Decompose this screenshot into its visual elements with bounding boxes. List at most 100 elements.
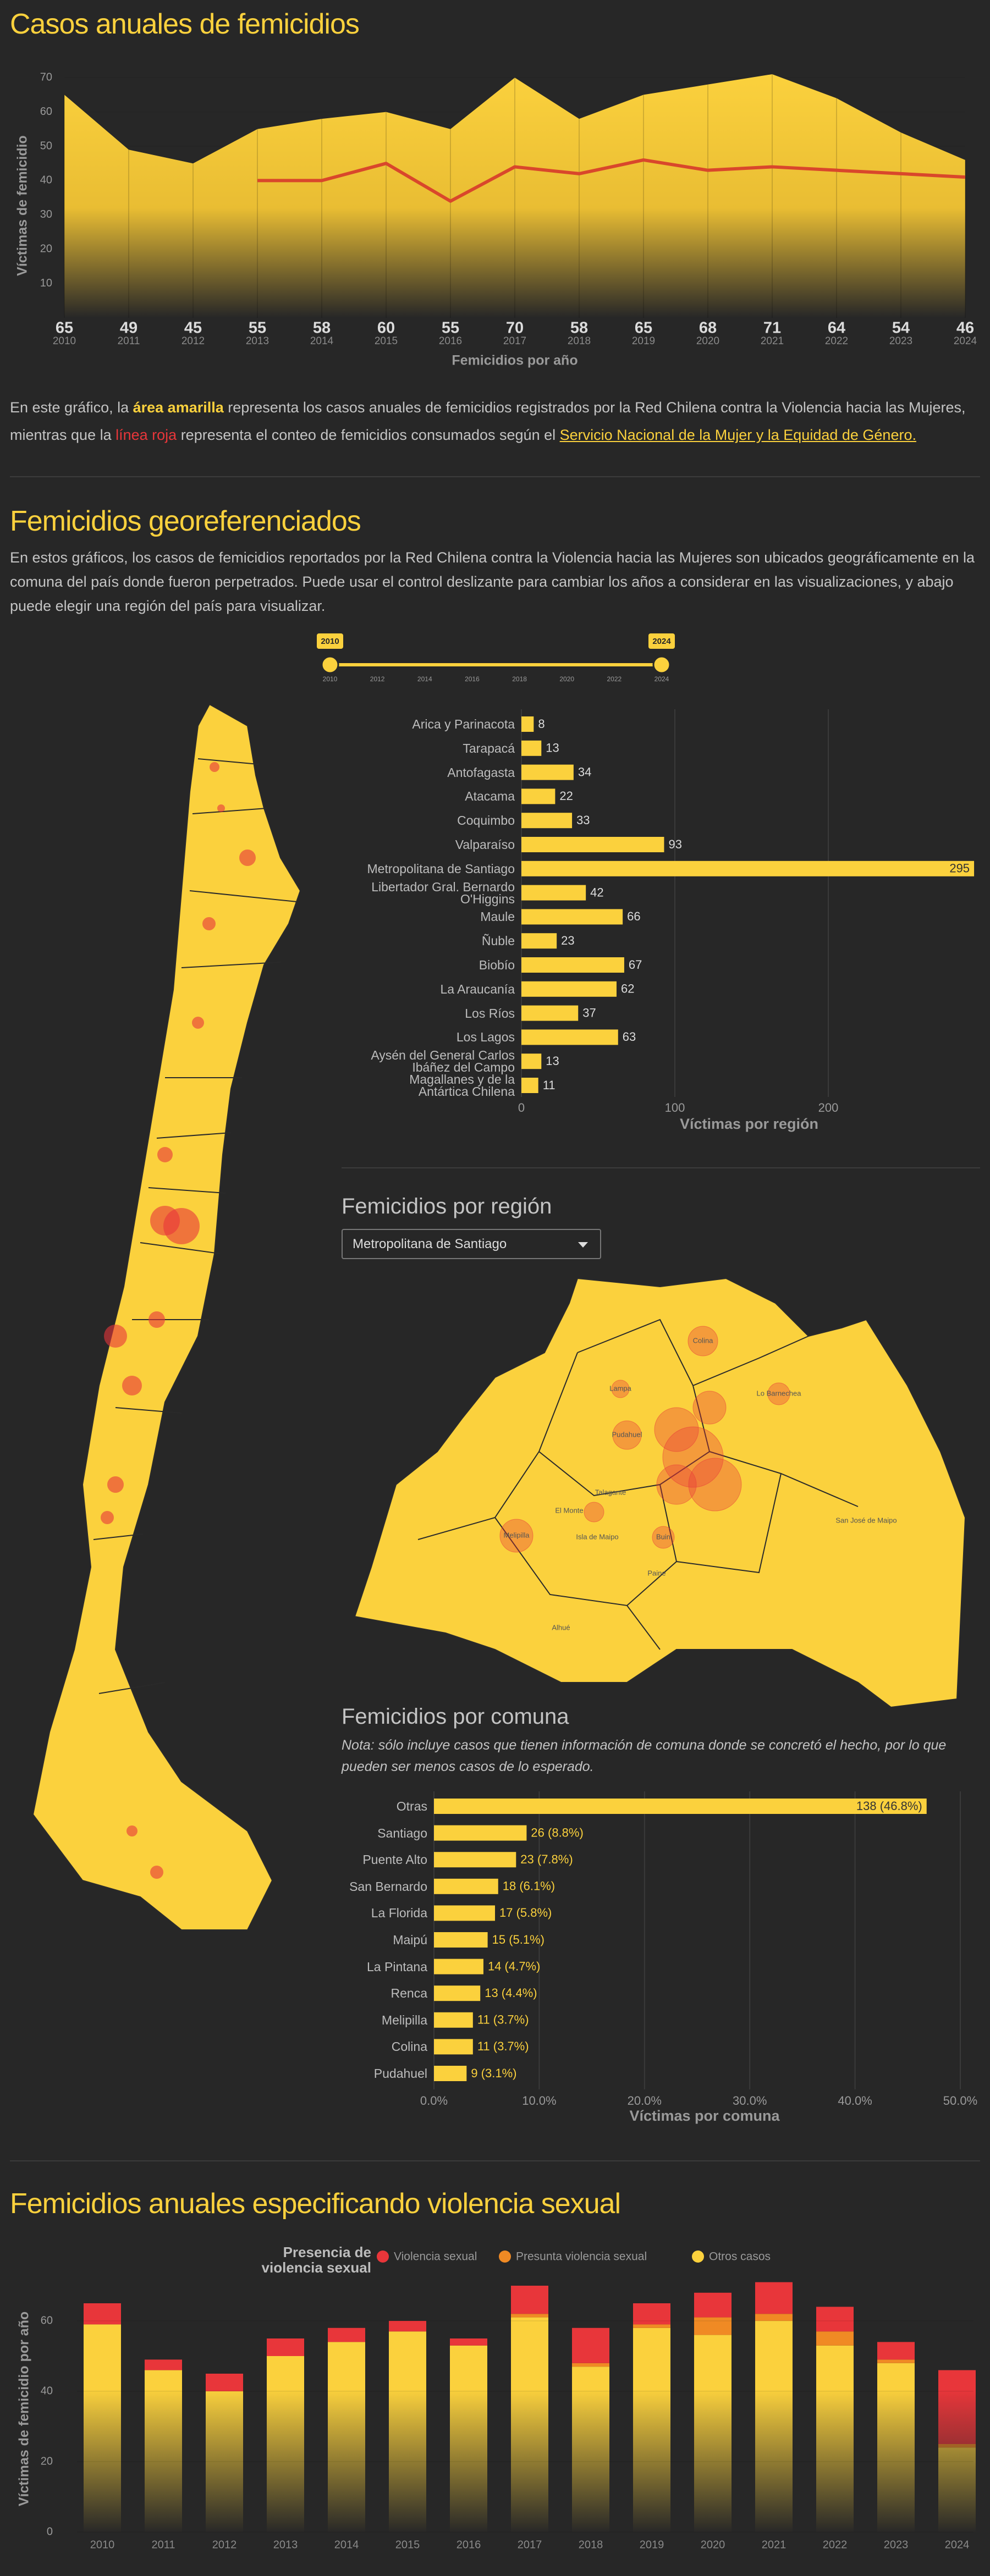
slider-tick-label: 2018 [512, 675, 527, 683]
value-label: 8 [538, 717, 544, 731]
value-label: 42 [590, 885, 603, 899]
value-label: 11 (3.7%) [477, 2013, 529, 2027]
y-tick-label: Atacama [465, 789, 515, 804]
slider-tick-label: 2016 [465, 675, 480, 683]
value-label: 18 (6.1%) [503, 1879, 555, 1893]
y-tick-label: 30 [40, 208, 52, 220]
map-label: Lampa [609, 1384, 632, 1392]
x-tick-label: 200 [818, 1101, 839, 1115]
map-label: Pudahuel [612, 1430, 642, 1438]
bar [434, 1959, 483, 1974]
chile-map [32, 703, 301, 1930]
x-tick-label: 2021 [761, 335, 784, 347]
y-tick-label: Puente Alto [362, 1852, 427, 1867]
slider-value-box [317, 633, 343, 649]
value-label: 15 (5.1%) [492, 1933, 544, 1946]
bar [434, 1852, 516, 1868]
y-tick-label: 20 [41, 2455, 53, 2467]
bar-segment [816, 2307, 854, 2332]
x-tick-label: 2020 [701, 2539, 725, 2551]
value-label: 62 [621, 982, 634, 996]
y-tick-label: Melipilla [381, 2012, 427, 2027]
x-tick-label: 2016 [439, 335, 462, 347]
bar-segment [511, 2286, 548, 2314]
y-tick-label: 20 [40, 242, 52, 255]
section-title: Femicidios por región [342, 1194, 552, 1218]
bar-segment [633, 2324, 670, 2328]
x-tick-label: 2023 [884, 2539, 909, 2551]
x-tick-label: 2022 [823, 2539, 848, 2551]
bar-segment [328, 2327, 365, 2342]
bar [521, 885, 586, 901]
y-tick-label: Maipú [393, 1932, 427, 1947]
x-tick-label: 2013 [246, 335, 269, 347]
value-label: 54 [892, 319, 910, 337]
y-tick-label: 0 [47, 2525, 53, 2538]
legend-title: Presencia de violencia sexual [261, 2244, 371, 2276]
value-label: 9 (3.1%) [471, 2066, 516, 2080]
y-tick-label: 60 [40, 106, 52, 118]
text: En este gráfico, la [10, 399, 133, 416]
y-axis-label: Víctimas de femicidio por año [16, 2312, 32, 2506]
x-tick-label: 2020 [696, 335, 719, 347]
bar [434, 1799, 927, 1814]
bar-segment [511, 2314, 548, 2318]
bar-segment [633, 2303, 670, 2325]
bar-segment [572, 2363, 609, 2367]
y-tick-label: Arica y Parinacota [412, 716, 515, 731]
bar-segment [694, 2292, 732, 2318]
x-tick-label: 0 [518, 1101, 525, 1115]
bar-segment [816, 2331, 854, 2346]
bar-segment [877, 2342, 915, 2360]
slider-tick-label: 2014 [417, 675, 432, 683]
x-tick-label: 2022 [825, 335, 848, 347]
slider-value: 2024 [652, 637, 671, 646]
bar [521, 716, 534, 732]
y-tick-label: Colina [391, 2039, 427, 2054]
slider-value: 2010 [321, 637, 339, 646]
bar-segment [694, 2317, 732, 2335]
region-select[interactable]: Metropolitana de Santiago [342, 1229, 601, 1259]
value-label: 66 [627, 909, 640, 923]
value-label: 13 [546, 741, 559, 755]
bar [521, 957, 624, 973]
slider-tick-label: 2024 [654, 675, 669, 683]
x-tick-label: 2012 [182, 335, 205, 347]
value-label: 17 (5.8%) [499, 1906, 552, 1919]
legend-swatch [692, 2250, 704, 2263]
slider-tick-label: 2012 [370, 675, 385, 683]
y-tick-label: Antofagasta [447, 765, 515, 780]
x-tick-label: 2013 [273, 2539, 298, 2551]
bar [434, 1878, 498, 1894]
x-axis-label: Femicidios por año [452, 353, 578, 368]
y-tick-label: San Bernardo [349, 1879, 427, 1894]
fade [66, 2389, 985, 2533]
y-tick-label: Otras [396, 1799, 427, 1813]
value-label: 13 [546, 1054, 559, 1068]
slider-handle[interactable] [321, 655, 339, 674]
x-tick-label: 100 [665, 1101, 685, 1115]
y-tick-label: Biobío [479, 957, 515, 972]
value-label: 45 [184, 319, 202, 337]
y-tick-label: Metropolitana de Santiago [367, 861, 515, 876]
link[interactable]: Servicio Nacional de la Mujer y la Equid… [559, 427, 916, 443]
bar [521, 813, 573, 829]
intro-text: En este gráfico, la área amarilla repres… [10, 394, 978, 449]
x-tick-label: 40.0% [838, 2094, 872, 2108]
bar [434, 1985, 481, 2001]
area [64, 74, 965, 318]
x-tick-label: 2014 [334, 2539, 359, 2551]
y-tick-label: Los Lagos [456, 1030, 515, 1045]
map-label: Paine [647, 1569, 666, 1577]
y-tick-label: Valparaíso [455, 837, 515, 852]
x-tick-label: 2023 [889, 335, 912, 347]
x-tick-label: 2011 [151, 2539, 175, 2551]
bar [521, 933, 557, 949]
y-tick-label: La Araucanía [440, 981, 515, 996]
bar-segment [755, 2282, 793, 2314]
map-label: Lo Barnechea [757, 1389, 802, 1397]
value-label: 34 [578, 765, 591, 779]
slider-handle[interactable] [652, 655, 671, 674]
x-tick-label: 20.0% [628, 2094, 662, 2108]
map-label: Isla de Maipo [576, 1532, 618, 1541]
